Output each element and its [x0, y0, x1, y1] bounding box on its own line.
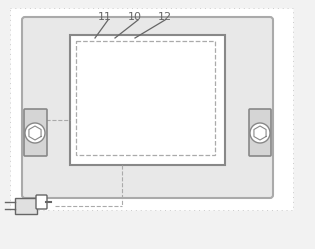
Text: 10: 10	[128, 12, 142, 22]
Bar	[76, 41, 215, 155]
FancyBboxPatch shape	[24, 109, 47, 156]
Circle shape	[250, 123, 270, 143]
Circle shape	[25, 123, 45, 143]
FancyBboxPatch shape	[36, 195, 47, 209]
FancyBboxPatch shape	[22, 17, 273, 198]
FancyBboxPatch shape	[249, 109, 271, 156]
Bar	[70, 35, 225, 165]
Text: 11: 11	[98, 12, 112, 22]
Bar	[10, 8, 293, 210]
Bar	[15, 198, 37, 214]
Text: 12: 12	[158, 12, 172, 22]
